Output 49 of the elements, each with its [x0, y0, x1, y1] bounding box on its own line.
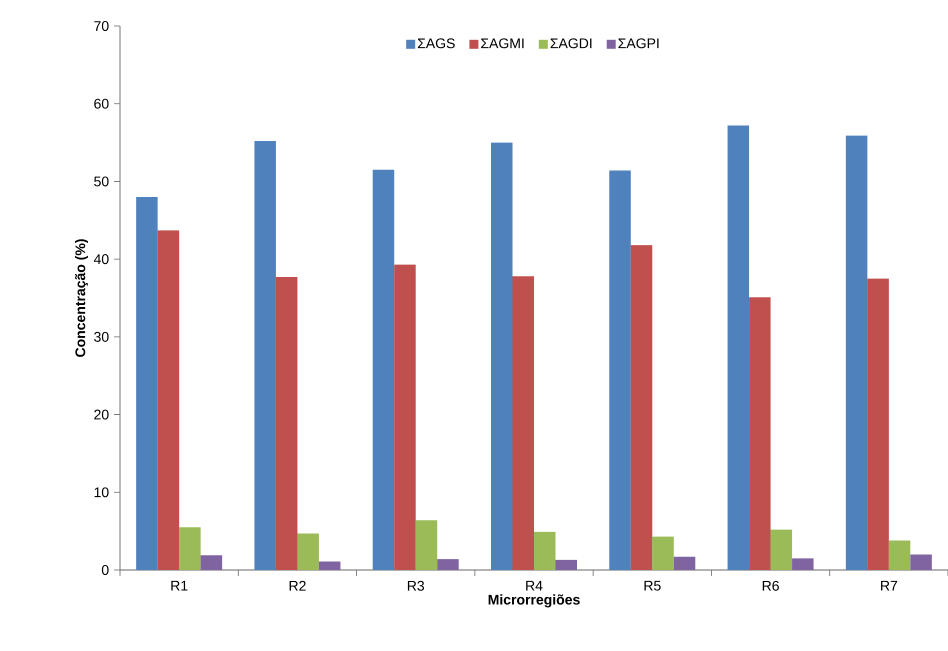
x-tick-label: R6 — [762, 580, 779, 591]
bar — [534, 532, 556, 570]
y-tick-label: 70 — [94, 21, 109, 31]
bar — [318, 561, 340, 570]
y-tick-label: 30 — [94, 332, 109, 342]
bar — [630, 245, 652, 570]
bar — [749, 297, 771, 570]
bar — [867, 278, 889, 570]
bar — [394, 264, 416, 570]
x-tick-label: R4 — [526, 580, 543, 590]
bar — [372, 170, 394, 570]
bar — [556, 560, 577, 570]
y-tick-label: 20 — [94, 410, 109, 420]
bar — [888, 540, 910, 570]
bar — [728, 125, 750, 570]
legend-label: ΣAGMI — [481, 38, 524, 48]
y-tick-label: 50 — [94, 176, 109, 186]
bar — [297, 533, 319, 570]
bar — [254, 141, 276, 570]
legend-label: ΣAGS — [418, 38, 455, 48]
bar — [652, 536, 674, 570]
x-axis-title: Microrregiões — [488, 594, 580, 608]
legend-label: ΣAGPI — [618, 38, 659, 48]
bar — [136, 196, 158, 570]
bar — [200, 555, 222, 570]
y-tick-label: 40 — [94, 254, 109, 264]
x-tick-label: R7 — [881, 580, 898, 590]
bar — [491, 142, 512, 570]
x-tick-label: R3 — [408, 580, 424, 591]
bar — [437, 559, 459, 570]
y-axis-title: Concentração (%) — [74, 239, 88, 357]
bar — [674, 556, 696, 570]
x-tick-label: R2 — [290, 580, 306, 591]
legend-label: ΣAGDI — [550, 38, 592, 48]
bar — [609, 170, 631, 570]
bar — [770, 530, 792, 570]
y-tick-label: 10 — [94, 487, 109, 498]
bar — [846, 136, 868, 570]
bar — [158, 230, 180, 570]
bar — [792, 558, 814, 570]
bar — [416, 520, 438, 570]
bar — [179, 527, 201, 570]
x-tick-label: R1 — [171, 580, 188, 590]
bar — [512, 276, 534, 570]
bar — [276, 277, 298, 570]
y-tick-label: 0 — [102, 565, 109, 575]
x-tick-label: R5 — [644, 580, 661, 591]
bar — [910, 554, 932, 570]
y-tick-label: 60 — [94, 98, 109, 109]
